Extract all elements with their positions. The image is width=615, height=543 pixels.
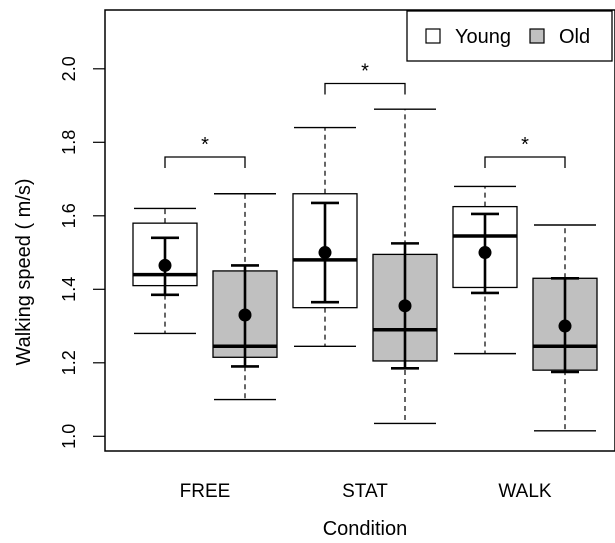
bracket-line	[484, 156, 566, 168]
y-tick-label: 1.4	[59, 277, 79, 302]
plot-area: 1.0 1.2 1.4 1.6 1.8 2.0 FREE STAT WALK * * * Young Ol…	[59, 9, 615, 502]
y-tick-label: 1.8	[59, 130, 79, 155]
mean-point	[478, 246, 492, 260]
significance-label: *	[521, 134, 529, 156]
mean-point	[558, 319, 572, 333]
bracket-line	[164, 156, 246, 168]
x-tick-label: FREE	[180, 481, 231, 502]
legend-swatch-old	[529, 28, 545, 44]
y-axis-title: Walking speed ( m/s)	[13, 178, 35, 365]
box-young-stat	[292, 126, 358, 347]
box-old-stat	[372, 108, 438, 425]
y-tick-label: 1.0	[59, 424, 79, 449]
y-tick-label: 2.0	[59, 56, 79, 81]
box-young-walk	[452, 185, 518, 355]
significance-bracket-stat: *	[324, 61, 406, 95]
legend-label-old: Old	[559, 26, 590, 48]
box-old-free	[212, 193, 278, 401]
mean-point	[398, 299, 412, 313]
x-axis-title: Condition	[323, 518, 408, 540]
legend-swatch-young	[425, 28, 441, 44]
mean-point	[158, 258, 172, 272]
x-tick-label: WALK	[498, 481, 551, 502]
bracket-line	[324, 82, 406, 95]
significance-label: *	[201, 134, 209, 156]
plot-frame	[104, 9, 615, 452]
mean-point	[318, 246, 332, 260]
y-tick-label: 1.2	[59, 350, 79, 375]
significance-label: *	[361, 61, 369, 83]
significance-bracket-free: *	[164, 134, 246, 168]
legend-box	[406, 10, 613, 62]
legend-label-young: Young	[455, 26, 511, 48]
box-old-walk	[532, 224, 598, 432]
x-tick-label: STAT	[342, 481, 388, 502]
mean-point	[238, 308, 252, 322]
legend: Young Old	[406, 10, 613, 62]
y-tick-label: 1.6	[59, 203, 79, 228]
box-young-free	[132, 207, 198, 335]
significance-bracket-walk: *	[484, 134, 566, 168]
